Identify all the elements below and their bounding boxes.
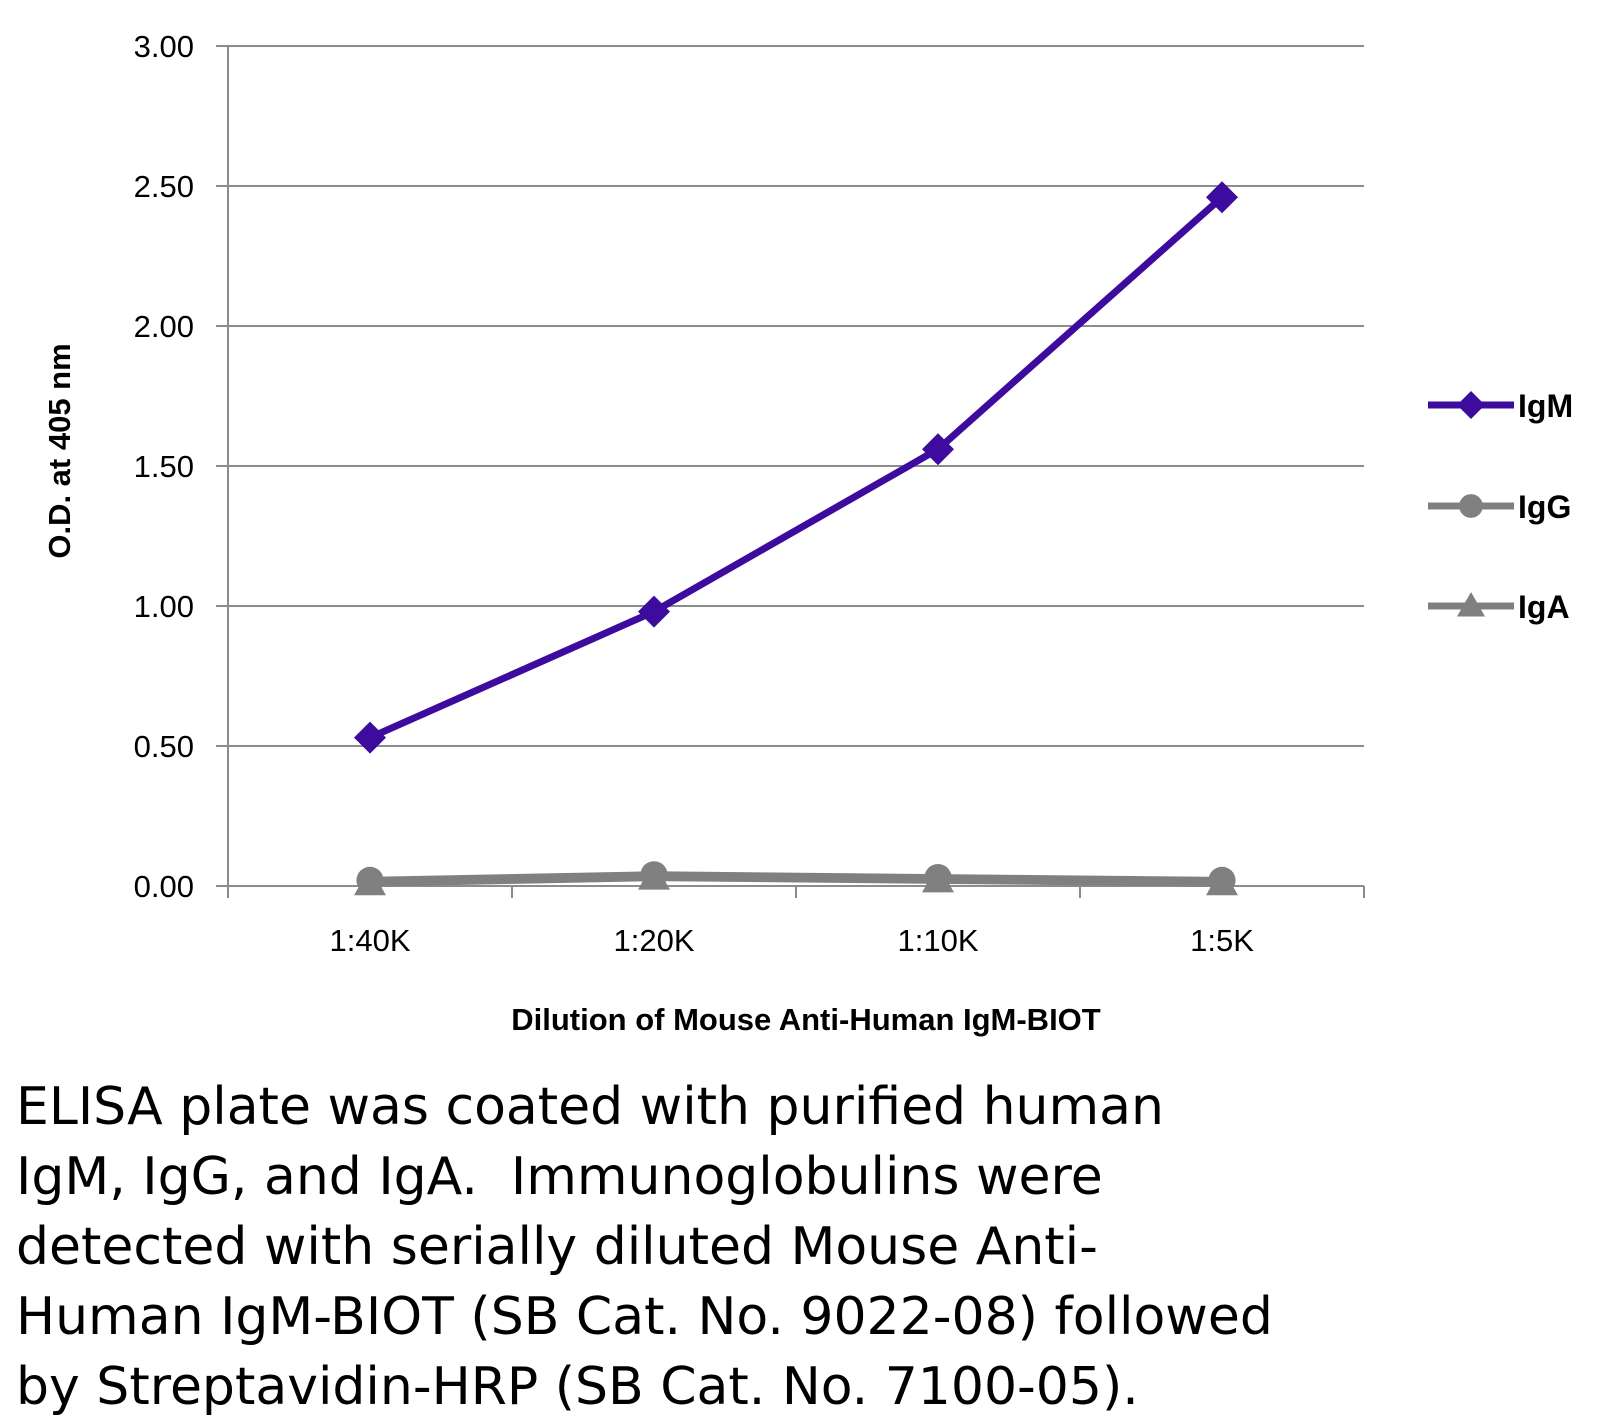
legend-item-IgM: IgM [1428,388,1573,424]
legend-item-IgG: IgG [1428,489,1571,525]
data-point [924,864,952,892]
y-tick-label: 0.00 [134,869,194,904]
x-tick-label: 1:40K [329,923,410,958]
legend-marker [1459,494,1483,518]
legend-marker [1457,391,1485,419]
series-line [368,194,1225,741]
data-point [354,721,386,754]
y-axis-title: O.D. at 405 nm [42,343,77,558]
y-tick-label: 3.00 [134,29,194,64]
series-IgG [356,861,1236,895]
series-line [369,871,1223,884]
data-point [922,433,954,466]
data-point [640,861,668,889]
legend-label: IgG [1518,489,1571,525]
data-point [638,595,670,628]
x-tick-label: 1:10K [897,923,978,958]
legend-marker [1457,592,1485,617]
series-IgM [354,181,1238,754]
x-tick-label: 1:20K [613,923,694,958]
y-tick-label: 2.00 [134,309,194,344]
figure-caption: ELISA plate was coated with purified hum… [16,1077,1273,1417]
legend-item-IgA: IgA [1428,589,1570,625]
elisa-line-chart: 0.00 0.50 1.00 1.50 2.00 2.50 3.00 1:40K 1:20K 1:… [42,29,1573,1037]
legend: IgM IgG IgA [1428,388,1573,625]
gridlines [228,45,1364,747]
data-point [1206,181,1238,214]
data-point [356,866,384,895]
legend-label: IgM [1518,388,1573,424]
x-axis-title: Dilution of Mouse Anti-Human IgM-BIOT [511,1002,1101,1037]
y-tick-label: 2.50 [134,169,194,204]
x-tick-label: 1:5K [1190,923,1254,958]
data-point [1208,866,1236,895]
y-tick-label: 1.50 [134,449,194,484]
y-tick-label: 0.50 [134,729,194,764]
y-tick-label: 1.00 [134,589,194,624]
legend-label: IgA [1518,589,1570,625]
axes: 0.00 0.50 1.00 1.50 2.00 2.50 3.00 1:40K 1:20K 1:… [134,29,1365,958]
series [354,181,1238,896]
